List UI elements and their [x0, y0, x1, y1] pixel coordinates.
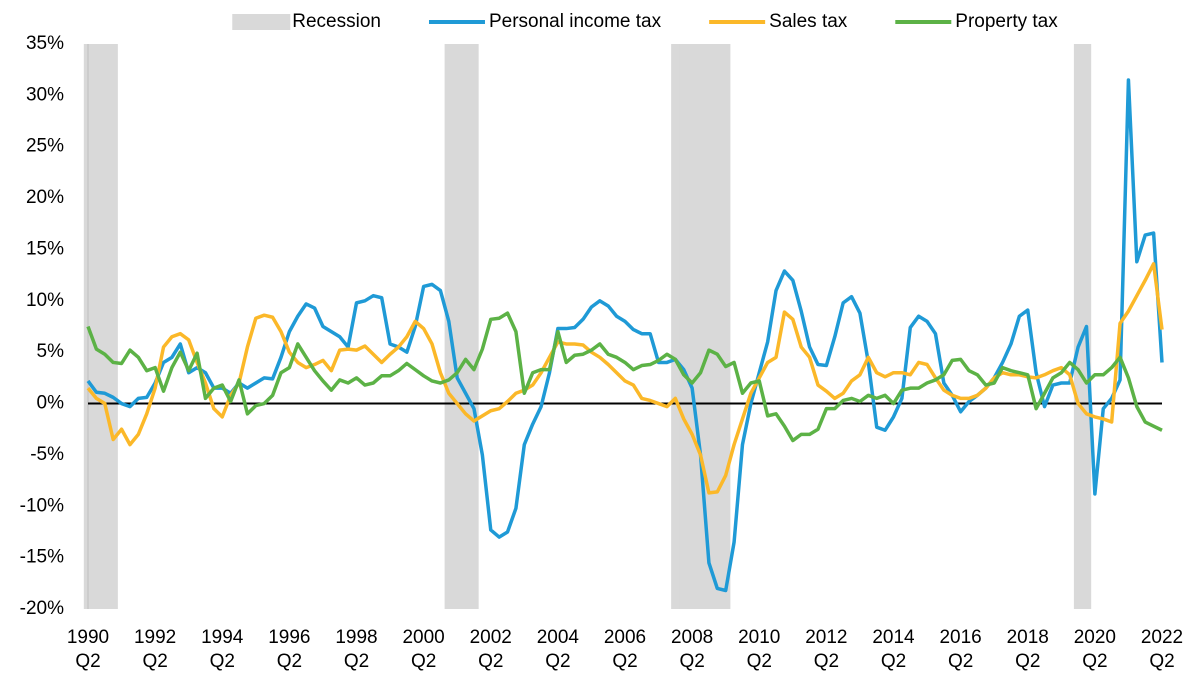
x-tick-label: 2000 Q2 [402, 627, 445, 672]
recession-bar [696, 44, 706, 609]
y-tick-label: 15% [26, 238, 64, 259]
y-tick-label: 20% [26, 187, 64, 208]
x-tick-label: 1992 Q2 [133, 627, 177, 672]
x-tick-label: 1996 Q2 [268, 627, 311, 672]
y-tick-label: -20% [20, 598, 64, 619]
legend-label: Recession [292, 11, 381, 32]
recession-bar [452, 44, 462, 609]
legend-label: Property tax [955, 11, 1058, 32]
x-tick-label: 2020 Q2 [1073, 627, 1117, 672]
recession-layer [83, 44, 1092, 609]
x-tick-label: 2004 Q2 [536, 627, 580, 672]
recession-bar [92, 44, 102, 609]
x-tick-label: 1990 Q2 [66, 627, 110, 672]
y-tick-label: 35% [26, 33, 64, 54]
recession-bar [100, 44, 110, 609]
x-tick-label: 1994 Q2 [201, 627, 244, 672]
x-tick-label: 1998 Q2 [335, 627, 378, 672]
x-tick-label: 2018 Q2 [1006, 627, 1049, 672]
x-tick-label: 2002 Q2 [469, 627, 512, 672]
recession-bar [687, 44, 697, 609]
y-tick-label: 25% [26, 136, 64, 157]
recession-bar [469, 44, 479, 609]
recession-bar [671, 44, 681, 609]
x-tick-label: 2014 Q2 [872, 627, 915, 672]
x-tick-label: 2006 Q2 [603, 627, 647, 672]
legend-swatch [232, 14, 291, 30]
x-tick-label: 2010 Q2 [738, 627, 781, 672]
x-tick-label: 2012 Q2 [805, 627, 848, 672]
recession-bar [721, 44, 731, 609]
legend-label: Sales tax [769, 11, 848, 32]
x-tick-label: 2022 Q2 [1140, 627, 1184, 672]
y-tick-label: -5% [30, 444, 64, 465]
y-tick-label: -10% [20, 495, 64, 516]
x-tick-label: 2008 Q2 [670, 627, 714, 672]
legend: Recession Personal income tax Sales tax Pro… [232, 11, 1058, 32]
axis-layer [87, 44, 1162, 609]
series-line [86, 311, 1163, 443]
y-tick-label: 10% [26, 290, 64, 311]
legend-label: Personal income tax [489, 11, 662, 32]
y-tick-label: 30% [26, 84, 64, 105]
series-line [86, 262, 1164, 495]
recession-bar [679, 44, 689, 609]
x-tick-label: 2016 Q2 [939, 627, 982, 672]
recession-bar [704, 44, 714, 609]
recession-bar [1073, 44, 1083, 609]
recession-bar [461, 44, 471, 609]
y-tick-label: 5% [37, 341, 65, 362]
line-layer [86, 78, 1164, 593]
recession-bar [713, 44, 722, 609]
y-tick-label: 0% [37, 393, 65, 414]
recession-bar [108, 44, 118, 609]
y-tick-label: -15% [20, 547, 64, 568]
